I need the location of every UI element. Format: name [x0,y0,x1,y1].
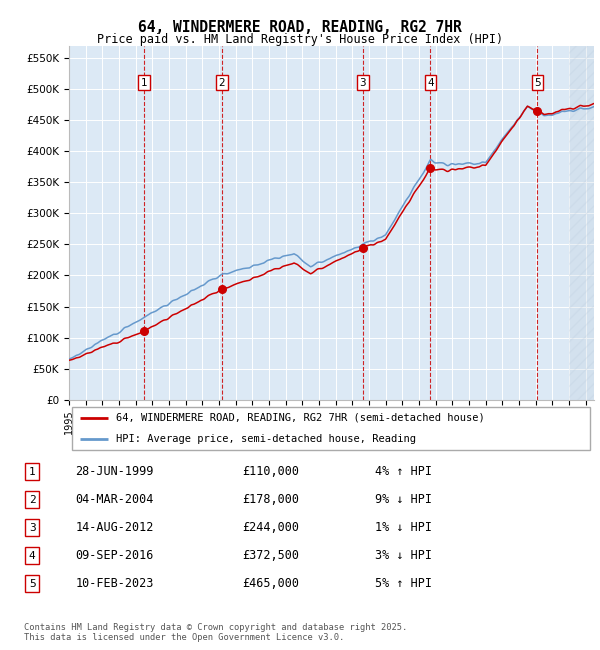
Text: 5: 5 [29,578,35,588]
Text: 64, WINDERMERE ROAD, READING, RG2 7HR (semi-detached house): 64, WINDERMERE ROAD, READING, RG2 7HR (s… [116,413,485,422]
Text: HPI: Average price, semi-detached house, Reading: HPI: Average price, semi-detached house,… [116,434,416,444]
Text: 4: 4 [427,78,434,88]
Text: £465,000: £465,000 [242,577,299,590]
Bar [569,46,594,400]
Text: 1% ↓ HPI: 1% ↓ HPI [375,521,432,534]
Text: 64, WINDERMERE ROAD, READING, RG2 7HR: 64, WINDERMERE ROAD, READING, RG2 7HR [138,20,462,35]
Text: 1: 1 [29,467,35,476]
Text: £372,500: £372,500 [242,549,299,562]
Text: 28-JUN-1999: 28-JUN-1999 [76,465,154,478]
Text: 5% ↑ HPI: 5% ↑ HPI [375,577,432,590]
FancyBboxPatch shape [71,407,590,450]
Text: 2: 2 [29,495,35,504]
Text: £110,000: £110,000 [242,465,299,478]
Text: 3% ↓ HPI: 3% ↓ HPI [375,549,432,562]
Text: £244,000: £244,000 [242,521,299,534]
Text: 10-FEB-2023: 10-FEB-2023 [76,577,154,590]
Text: £178,000: £178,000 [242,493,299,506]
Text: 4: 4 [29,551,35,560]
Text: 1: 1 [140,78,147,88]
Text: 3: 3 [29,523,35,532]
Text: 04-MAR-2004: 04-MAR-2004 [76,493,154,506]
Text: 09-SEP-2016: 09-SEP-2016 [76,549,154,562]
Text: 5: 5 [534,78,541,88]
Text: 4% ↑ HPI: 4% ↑ HPI [375,465,432,478]
Text: Price paid vs. HM Land Registry's House Price Index (HPI): Price paid vs. HM Land Registry's House … [97,32,503,46]
Text: 9% ↓ HPI: 9% ↓ HPI [375,493,432,506]
Text: 2: 2 [218,78,225,88]
Text: 3: 3 [359,78,366,88]
Text: 14-AUG-2012: 14-AUG-2012 [76,521,154,534]
Text: Contains HM Land Registry data © Crown copyright and database right 2025.
This d: Contains HM Land Registry data © Crown c… [24,623,407,642]
